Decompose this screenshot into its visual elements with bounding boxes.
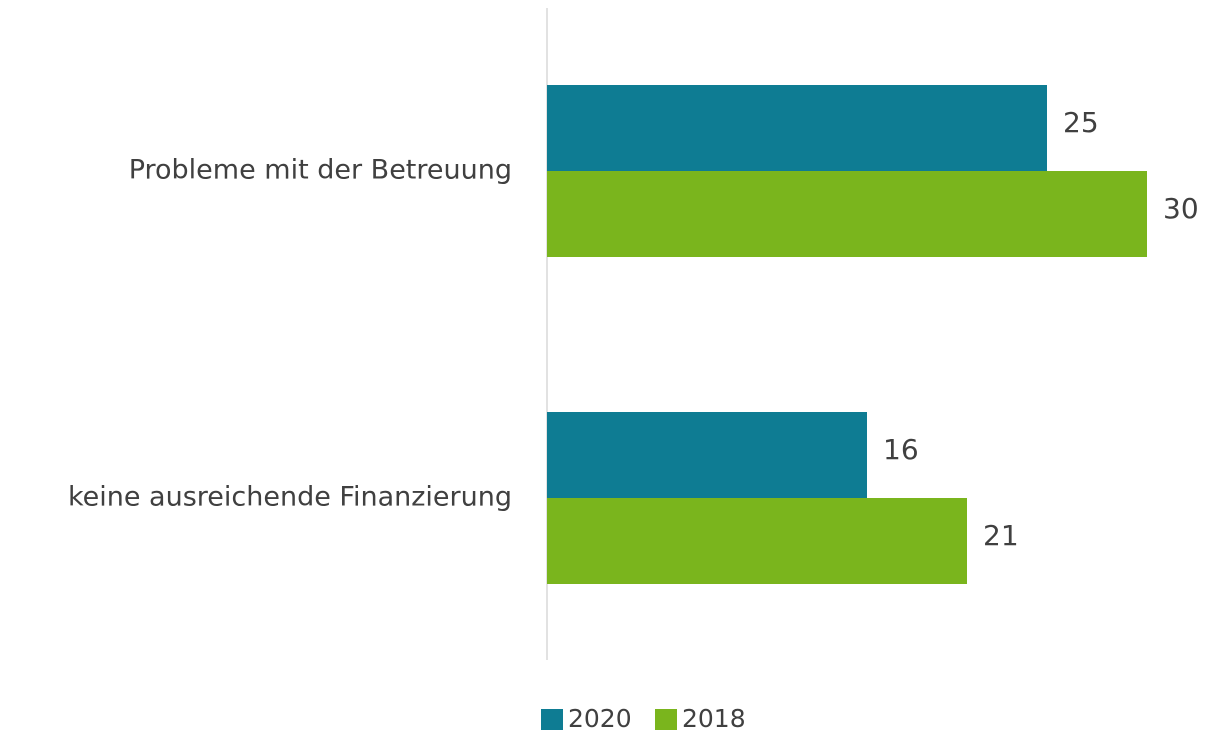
legend-label: 2020 bbox=[568, 704, 632, 730]
bar bbox=[547, 171, 1147, 257]
bar bbox=[547, 412, 867, 498]
value-label: 21 bbox=[983, 519, 1019, 552]
bar bbox=[547, 85, 1047, 171]
legend-swatch bbox=[655, 709, 677, 730]
legend-label: 2018 bbox=[682, 704, 746, 730]
value-label: 25 bbox=[1063, 106, 1099, 139]
value-label: 16 bbox=[883, 433, 919, 466]
category-label: Probleme mit der Betreuung bbox=[129, 155, 512, 186]
value-label: 30 bbox=[1163, 192, 1199, 225]
category-label: keine ausreichende Finanzierung bbox=[68, 482, 512, 513]
bar bbox=[547, 498, 967, 584]
legend-swatch bbox=[541, 709, 563, 730]
